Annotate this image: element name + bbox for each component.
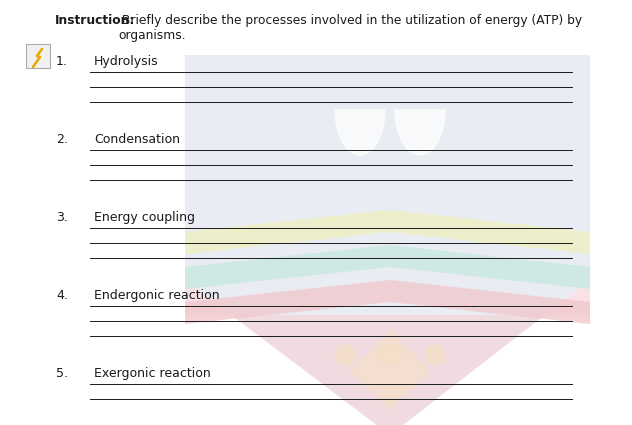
Text: 2.: 2. xyxy=(56,133,68,146)
Text: Energy coupling: Energy coupling xyxy=(94,211,195,224)
Text: 3.: 3. xyxy=(56,211,68,224)
Circle shape xyxy=(335,345,355,365)
Text: 4.: 4. xyxy=(56,289,68,302)
Text: Instruction:: Instruction: xyxy=(55,14,135,27)
Text: Briefly describe the processes involved in the utilization of energy (ATP) by
or: Briefly describe the processes involved … xyxy=(118,14,582,42)
Circle shape xyxy=(425,345,445,365)
Text: 1.: 1. xyxy=(56,55,68,68)
Polygon shape xyxy=(395,110,445,155)
Polygon shape xyxy=(185,210,590,254)
Polygon shape xyxy=(185,280,590,425)
Text: 5.: 5. xyxy=(56,367,68,380)
Polygon shape xyxy=(185,280,590,324)
Text: Exergonic reaction: Exergonic reaction xyxy=(94,367,210,380)
Polygon shape xyxy=(335,110,385,155)
Text: Endergonic reaction: Endergonic reaction xyxy=(94,289,220,302)
Text: Hydrolysis: Hydrolysis xyxy=(94,55,159,68)
Polygon shape xyxy=(185,55,590,425)
Text: Condensation: Condensation xyxy=(94,133,180,146)
Circle shape xyxy=(380,345,400,365)
Polygon shape xyxy=(350,330,430,410)
Polygon shape xyxy=(185,245,590,289)
FancyBboxPatch shape xyxy=(26,44,50,68)
